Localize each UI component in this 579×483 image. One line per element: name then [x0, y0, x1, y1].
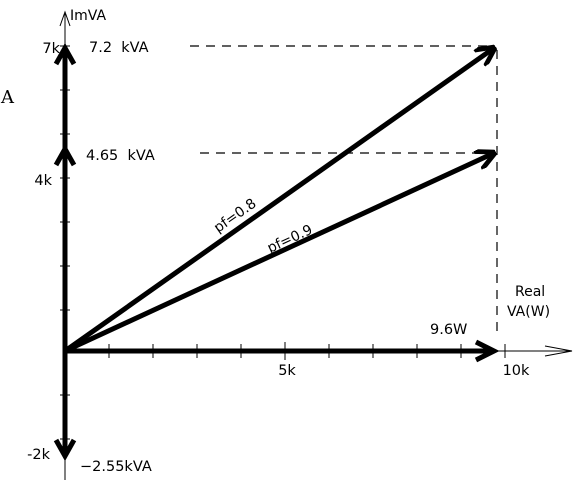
- guide-lines: [190, 45, 498, 335]
- y-tick-label-7k: 7k: [42, 41, 60, 57]
- apparent-power-vector-pf-0.8: [63, 48, 494, 354]
- x-axis-thin-arrowhead: [544, 345, 573, 357]
- capacitor-kva-label: −2.55kVA: [80, 459, 152, 475]
- arrowhead-4k: [53, 143, 77, 167]
- x-tick-label-10k: 10k: [503, 363, 530, 379]
- apparent-power-label-7.2kva: 7.2 kVA: [89, 40, 149, 56]
- real-power-arrowhead: [474, 339, 500, 363]
- heavy-vectors: [53, 42, 500, 462]
- thin-axes: [59, 10, 573, 480]
- pf-0.9-label: pf=0.9: [265, 222, 315, 257]
- y-axis-label: ImVA: [70, 8, 106, 24]
- clipped-text-fragment: A: [0, 87, 15, 108]
- x-tick-label-5k: 5k: [278, 363, 296, 379]
- y-tick-label-neg2k: -2k: [27, 447, 50, 463]
- arrowhead-neg2k: [53, 438, 77, 462]
- apparent-power-vector-pf-0.9: [63, 153, 494, 354]
- apparent-power-label-4.65kva: 4.65 kVA: [86, 148, 155, 164]
- y-axis-thin-arrowhead: [59, 10, 71, 27]
- arrowhead-7k: [53, 42, 77, 66]
- x-axis-label-line2: VA(W): [507, 304, 550, 320]
- y-tick-label-4k: 4k: [34, 173, 52, 189]
- x-axis-label-line1: Real: [515, 284, 545, 300]
- real-power-label: 9.6W: [430, 322, 467, 338]
